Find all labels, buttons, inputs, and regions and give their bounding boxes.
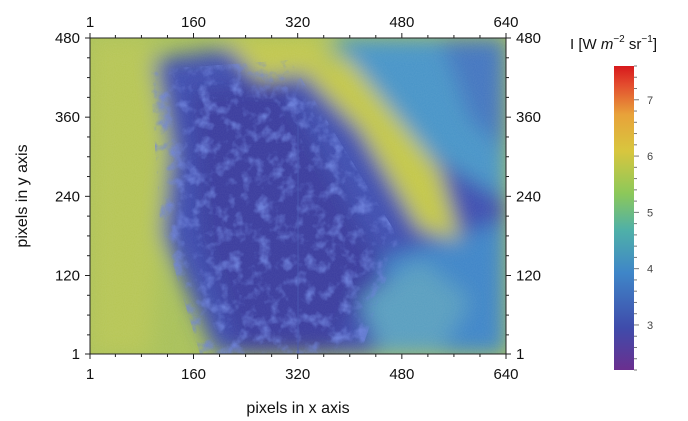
x-tick-label-top: 480 xyxy=(389,14,414,31)
colorbar-tick-label: 5 xyxy=(647,207,653,219)
y-axis-title: pixels in y axis xyxy=(14,144,31,247)
x-tick-label-bottom: 320 xyxy=(285,366,310,383)
x-tick-label-top: 320 xyxy=(285,14,310,31)
x-axis-title: pixels in x axis xyxy=(246,400,349,417)
y-tick-label-left: 360 xyxy=(55,109,80,126)
x-tick-label-top: 160 xyxy=(181,14,206,31)
colorbar-tick-label: 3 xyxy=(647,320,653,332)
colorbar-ticks: 3 4 5 6 7 xyxy=(634,65,653,371)
y-tick-label-right: 360 xyxy=(516,109,541,126)
y-tick-label-left: 120 xyxy=(55,267,80,284)
y-tick-label-right: 1 xyxy=(516,346,524,363)
colorbar-gradient xyxy=(614,66,634,370)
colorbar-tick-label: 7 xyxy=(647,95,653,107)
x-tick-label-top: 640 xyxy=(493,14,518,31)
heatmap-image xyxy=(90,38,506,354)
y-tick-label-right: 480 xyxy=(516,30,541,47)
x-tick-label-bottom: 640 xyxy=(493,366,518,383)
colorbar-title: I [W m−2 sr−1] xyxy=(570,34,657,53)
x-tick-label-bottom: 1 xyxy=(86,366,94,383)
y-tick-label-left: 1 xyxy=(72,346,80,363)
colorbar: I [W m−2 sr−1] 3 4 5 6 7 xyxy=(570,34,657,371)
x-tick-label-bottom: 480 xyxy=(389,366,414,383)
colorbar-tick-label: 4 xyxy=(647,264,653,276)
y-tick-label-right: 240 xyxy=(516,188,541,205)
y-tick-label-right: 120 xyxy=(516,267,541,284)
x-tick-label-bottom: 160 xyxy=(181,366,206,383)
y-tick-label-left: 240 xyxy=(55,188,80,205)
x-tick-label-top: 1 xyxy=(86,14,94,31)
colorbar-tick-label: 6 xyxy=(647,151,653,163)
y-tick-label-left: 480 xyxy=(55,30,80,47)
